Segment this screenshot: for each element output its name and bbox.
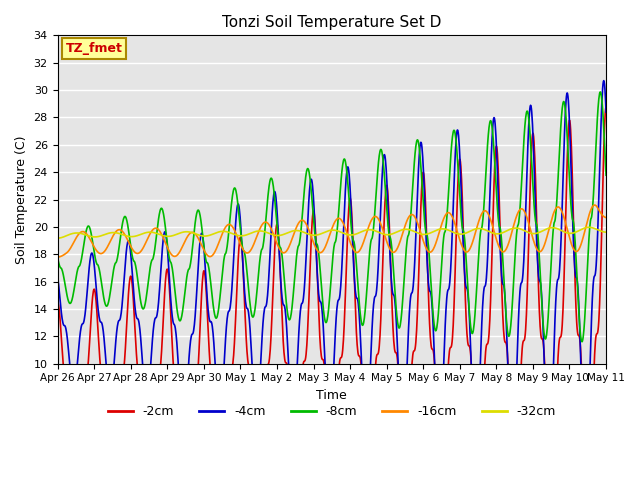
-16cm: [163, 242, 170, 248]
-16cm: [591, 202, 598, 208]
-2cm: [417, 205, 425, 211]
X-axis label: Time: Time: [316, 389, 347, 402]
-4cm: [602, 109, 610, 115]
-8cm: [163, 231, 170, 237]
-2cm: [488, 234, 496, 240]
-2cm: [175, 409, 183, 415]
-16cm: [54, 254, 61, 260]
-32cm: [417, 231, 425, 237]
Line: -16cm: -16cm: [58, 205, 606, 257]
Line: -8cm: -8cm: [58, 92, 606, 342]
-2cm: [602, 104, 610, 110]
Line: -2cm: -2cm: [58, 107, 606, 480]
-16cm: [175, 249, 183, 255]
Line: -32cm: -32cm: [58, 227, 606, 238]
-4cm: [54, 272, 61, 277]
-32cm: [488, 230, 496, 236]
-8cm: [237, 232, 244, 238]
-32cm: [163, 233, 170, 239]
Title: Tonzi Soil Temperature Set D: Tonzi Soil Temperature Set D: [222, 15, 442, 30]
-4cm: [163, 233, 170, 239]
-8cm: [596, 89, 604, 95]
-32cm: [237, 233, 244, 239]
-2cm: [237, 236, 244, 241]
-32cm: [585, 224, 593, 230]
-8cm: [175, 318, 183, 324]
-16cm: [237, 242, 244, 248]
-8cm: [537, 283, 545, 289]
-16cm: [602, 215, 610, 220]
-4cm: [582, 464, 589, 469]
-32cm: [54, 235, 61, 241]
-4cm: [537, 283, 545, 289]
Line: -4cm: -4cm: [58, 81, 606, 467]
-16cm: [537, 249, 545, 254]
Text: TZ_fmet: TZ_fmet: [66, 42, 123, 55]
-8cm: [54, 254, 61, 260]
-32cm: [175, 230, 183, 236]
Y-axis label: Soil Temperature (C): Soil Temperature (C): [15, 135, 28, 264]
-8cm: [602, 172, 610, 178]
-4cm: [175, 382, 183, 388]
-4cm: [237, 226, 244, 231]
-4cm: [417, 139, 425, 145]
-8cm: [578, 339, 586, 345]
-2cm: [54, 299, 61, 305]
-16cm: [488, 223, 496, 228]
-4cm: [600, 78, 607, 84]
-4cm: [488, 128, 496, 134]
-16cm: [417, 230, 425, 236]
-32cm: [602, 229, 610, 235]
-2cm: [537, 332, 545, 338]
-32cm: [537, 229, 545, 235]
-8cm: [488, 128, 496, 133]
Legend: -2cm, -4cm, -8cm, -16cm, -32cm: -2cm, -4cm, -8cm, -16cm, -32cm: [102, 400, 561, 423]
-8cm: [417, 163, 425, 168]
-2cm: [163, 270, 170, 276]
